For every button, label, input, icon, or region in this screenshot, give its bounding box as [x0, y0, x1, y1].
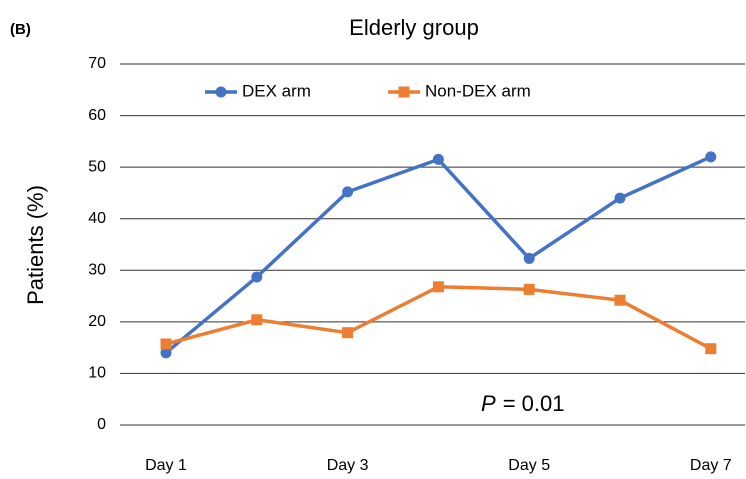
legend-label: DEX arm [242, 81, 311, 100]
point [523, 283, 535, 295]
point [342, 327, 354, 339]
point [342, 186, 354, 198]
point [251, 271, 263, 283]
y-tick-label: 30 [88, 262, 106, 279]
series-line [165, 285, 712, 351]
chart-title: Elderly group [349, 15, 479, 40]
x-tick-label: Day 7 [690, 457, 732, 474]
point [705, 343, 717, 355]
point [160, 338, 172, 350]
annotation: P = 0.01 [481, 391, 564, 416]
y-tick-label: 50 [88, 158, 106, 175]
x-tick-label: Day 1 [145, 457, 187, 474]
point [160, 347, 172, 359]
point [523, 252, 535, 264]
x-tick-label: Day 3 [327, 457, 369, 474]
y-tick-label: 20 [88, 313, 106, 330]
point [614, 192, 626, 204]
point [398, 86, 410, 98]
point [432, 281, 444, 293]
point [705, 151, 717, 163]
point [215, 86, 227, 98]
annotation-text: = 0.01 [503, 391, 565, 416]
point [432, 153, 444, 165]
y-axis-label: Patients (%) [23, 185, 48, 305]
panel-label: (B) [10, 21, 31, 38]
y-tick-label: 70 [88, 55, 106, 72]
point [251, 314, 263, 326]
legend-label: Non-DEX arm [425, 81, 531, 100]
y-tick-label: 60 [88, 107, 106, 124]
point [614, 294, 626, 306]
y-tick-label: 0 [97, 416, 106, 433]
y-tick-label: 40 [88, 210, 106, 227]
y-tick-label: 10 [88, 365, 106, 382]
x-tick-label: Day 5 [508, 457, 550, 474]
annotation-italic: P [481, 391, 496, 416]
